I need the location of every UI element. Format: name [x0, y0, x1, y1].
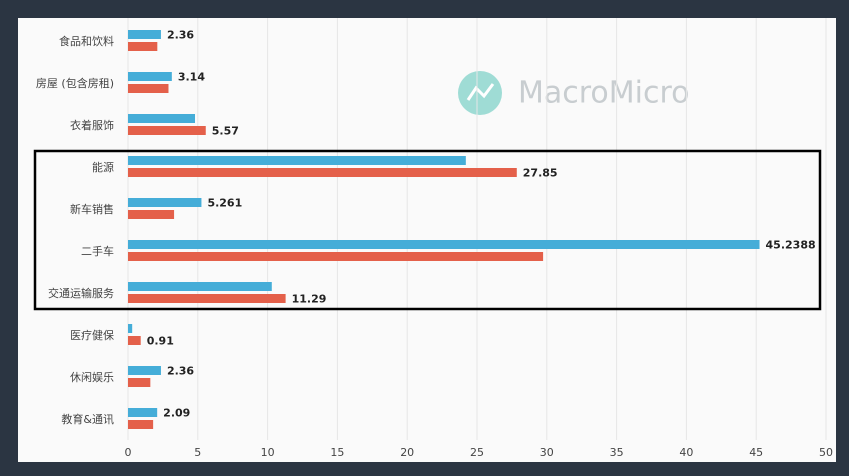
bar	[128, 126, 206, 135]
bar	[128, 156, 466, 165]
bar	[128, 324, 133, 333]
watermark: MacroMicro	[518, 76, 690, 111]
y-tick-label: 新车销售	[70, 202, 114, 216]
logo	[458, 71, 502, 115]
y-tick-label: 教育&通讯	[61, 412, 114, 426]
bar	[128, 168, 517, 177]
bar	[128, 210, 175, 219]
bar	[128, 366, 161, 375]
x-tick-label: 35	[610, 446, 624, 459]
y-tick-label: 衣着服饰	[70, 118, 114, 132]
value-label: 11.29	[292, 293, 327, 306]
bar	[128, 252, 544, 261]
y-tick-label: 能源	[92, 160, 114, 174]
bar	[128, 198, 202, 207]
value-label: 0.91	[147, 335, 174, 348]
bar	[128, 42, 158, 51]
bar	[128, 114, 196, 123]
highlight-box	[33, 149, 822, 311]
bar	[128, 294, 286, 303]
value-label: 27.85	[523, 167, 558, 180]
x-tick-label: 45	[749, 446, 763, 459]
x-tick-label: 50	[819, 446, 833, 459]
value-label: 2.36	[167, 365, 194, 378]
bar	[128, 378, 151, 387]
value-label: 45.2388	[766, 239, 816, 252]
x-tick-label: 10	[261, 446, 275, 459]
y-tick-label: 医疗健保	[70, 328, 114, 342]
y-tick-label: 交通运输服务	[48, 286, 114, 300]
bar	[128, 84, 169, 93]
x-tick-label: 25	[470, 446, 484, 459]
x-tick-label: 30	[540, 446, 554, 459]
bar	[128, 336, 141, 345]
bar	[128, 240, 760, 249]
x-tick-label: 0	[125, 446, 132, 459]
value-label: 3.14	[178, 71, 205, 84]
x-tick-label: 20	[400, 446, 414, 459]
value-label: 5.57	[212, 125, 239, 138]
bar	[128, 408, 158, 417]
value-label: 2.09	[163, 407, 190, 420]
y-tick-label: 房屋 (包含房租)	[36, 76, 114, 90]
value-label: 2.36	[167, 29, 194, 42]
bar	[128, 282, 272, 291]
y-tick-label: 二手车	[81, 244, 114, 258]
bar	[128, 420, 154, 429]
bar	[128, 30, 161, 39]
x-tick-label: 5	[194, 446, 201, 459]
bar	[128, 72, 172, 81]
x-tick-label: 40	[679, 446, 693, 459]
value-label: 5.261	[207, 197, 242, 210]
y-tick-label: 休闲娱乐	[70, 370, 114, 384]
x-tick-label: 15	[330, 446, 344, 459]
y-tick-label: 食品和饮料	[59, 34, 114, 48]
